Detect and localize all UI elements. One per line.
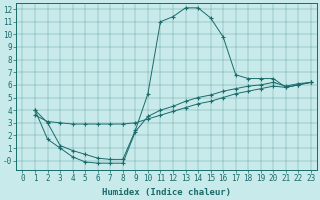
- X-axis label: Humidex (Indice chaleur): Humidex (Indice chaleur): [102, 188, 231, 197]
